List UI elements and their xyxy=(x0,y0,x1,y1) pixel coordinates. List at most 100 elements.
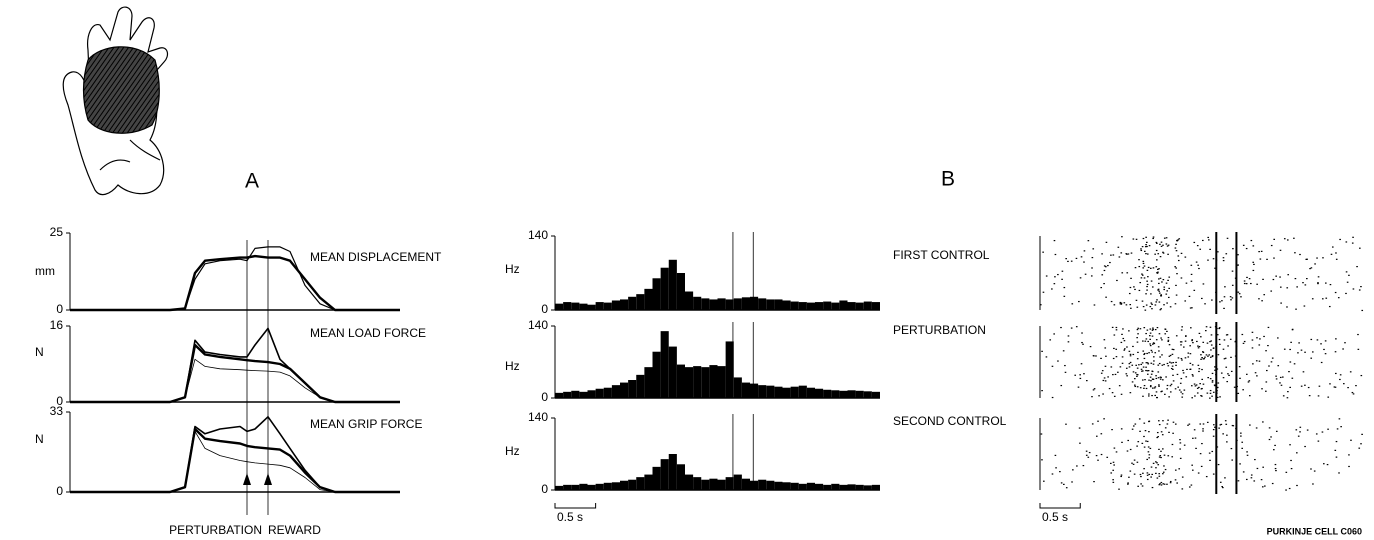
spike xyxy=(1357,333,1359,336)
spike xyxy=(1208,354,1211,356)
spike xyxy=(1132,371,1135,373)
spike xyxy=(1125,304,1128,306)
trace xyxy=(70,358,400,403)
bar xyxy=(644,367,653,398)
bar xyxy=(628,296,637,310)
spike xyxy=(1250,477,1253,479)
y-axis-label: mm xyxy=(35,264,55,278)
spike xyxy=(1167,340,1170,343)
y-tick-label: 16 xyxy=(50,318,64,332)
spike xyxy=(1158,456,1161,458)
spike xyxy=(1149,305,1152,308)
spike xyxy=(1357,348,1360,350)
spike xyxy=(1212,435,1215,437)
spike xyxy=(1182,346,1185,348)
raster-bin xyxy=(1337,238,1348,299)
spike xyxy=(1216,334,1219,336)
spike xyxy=(1226,334,1229,336)
raster-bin xyxy=(1177,238,1187,302)
raster-bin xyxy=(1100,253,1106,289)
spike xyxy=(1187,356,1190,358)
spike xyxy=(1089,345,1092,348)
spike xyxy=(1245,478,1248,481)
arrow-head xyxy=(264,473,272,485)
spike xyxy=(1283,238,1286,240)
spike xyxy=(1158,278,1160,280)
spike xyxy=(1262,278,1264,280)
spike xyxy=(1197,264,1199,266)
spike xyxy=(1219,424,1222,426)
spike xyxy=(1289,361,1292,363)
spike xyxy=(1201,395,1203,397)
spike xyxy=(1335,252,1337,254)
spike xyxy=(1146,478,1149,481)
raster-bin xyxy=(1064,327,1073,373)
spike xyxy=(1219,481,1222,483)
spike xyxy=(1113,395,1116,397)
spike xyxy=(1242,244,1245,246)
spike xyxy=(1155,339,1158,341)
spike xyxy=(1059,471,1061,473)
spike xyxy=(1139,281,1142,284)
spike xyxy=(1294,252,1296,254)
spike xyxy=(1190,273,1193,275)
spike xyxy=(1157,377,1160,379)
spike xyxy=(1127,439,1130,442)
spike xyxy=(1176,482,1178,484)
spike xyxy=(1167,336,1170,339)
bar xyxy=(725,477,734,490)
spike xyxy=(1128,363,1131,365)
spike xyxy=(1151,351,1154,353)
spike xyxy=(1231,270,1234,272)
spike xyxy=(1112,481,1115,483)
spike xyxy=(1145,332,1147,335)
spike xyxy=(1259,338,1261,340)
spike xyxy=(1265,381,1268,383)
spike xyxy=(1229,296,1232,298)
spike xyxy=(1202,239,1204,242)
spike xyxy=(1157,364,1160,366)
spike xyxy=(1184,300,1187,302)
raster-bin xyxy=(1258,335,1267,392)
spike xyxy=(1184,335,1187,337)
spike xyxy=(1148,473,1151,476)
spike xyxy=(1157,346,1160,348)
spike xyxy=(1194,395,1196,397)
raster-bin xyxy=(1346,236,1355,290)
raster-bin xyxy=(1105,241,1113,303)
spike xyxy=(1255,427,1258,429)
bar xyxy=(855,390,864,398)
spike xyxy=(1176,373,1179,376)
spike xyxy=(1334,291,1337,294)
raster-bin xyxy=(1169,239,1179,308)
raster-bin xyxy=(1321,257,1332,308)
spike xyxy=(1209,459,1211,461)
spike xyxy=(1152,327,1154,329)
spike xyxy=(1252,245,1255,247)
bar xyxy=(563,302,572,310)
spike xyxy=(1252,363,1254,365)
spike xyxy=(1103,265,1106,267)
spike xyxy=(1122,337,1125,340)
spike xyxy=(1201,368,1203,371)
spike xyxy=(1216,386,1219,389)
spike xyxy=(1071,303,1074,305)
spike xyxy=(1296,286,1298,288)
spike xyxy=(1271,482,1274,485)
spike xyxy=(1200,358,1202,360)
spike xyxy=(1105,266,1107,268)
spike xyxy=(1174,266,1176,268)
bar xyxy=(701,367,710,398)
spike xyxy=(1147,370,1150,372)
spike xyxy=(1156,396,1158,399)
spike xyxy=(1252,261,1255,263)
raster-bin xyxy=(1112,447,1122,490)
spike xyxy=(1137,441,1140,443)
spike xyxy=(1282,376,1284,378)
spike xyxy=(1202,428,1204,430)
spike xyxy=(1125,367,1128,369)
bar xyxy=(863,485,872,490)
spike xyxy=(1206,342,1209,344)
spike xyxy=(1146,280,1148,282)
spike xyxy=(1110,300,1113,303)
